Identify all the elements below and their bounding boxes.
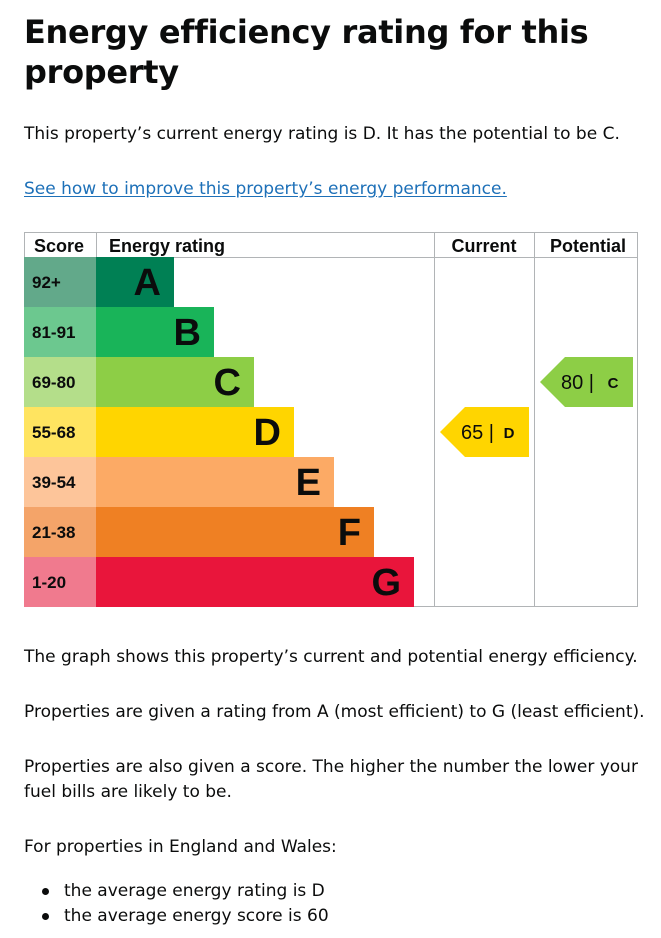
score-cell-a — [24, 257, 96, 307]
score-range-d: 55-68 — [32, 423, 75, 442]
rating-letter-f: F — [338, 512, 361, 554]
current-rating-letter: D — [504, 425, 515, 442]
score-range-c: 69-80 — [32, 373, 75, 392]
energy-rating-chart: Score Energy rating Current Potential 92… — [24, 232, 638, 607]
improve-energy-performance-link[interactable]: See how to improve this property’s energ… — [24, 179, 507, 199]
rating-letter-e: E — [296, 462, 321, 504]
score-range-a: 92+ — [32, 273, 61, 292]
rating-bands: 92+ A 81-91 B 69-80 C 55-68 D 39-54 E 21-38 F 1-20 G — [24, 257, 414, 607]
score-range-g: 1-20 — [32, 573, 66, 592]
potential-rating-marker — [540, 357, 633, 407]
current-rating-marker — [440, 407, 529, 457]
score-range-f: 21-38 — [32, 523, 75, 542]
graph-explanation: The graph shows this property’s current … — [24, 647, 638, 667]
score-header: Score — [34, 236, 84, 256]
potential-score-value: 80 | — [561, 372, 594, 394]
list-item: the average energy score is 60 — [42, 904, 329, 929]
list-item: the average energy rating is D — [42, 879, 329, 904]
rating-bar-b — [96, 307, 214, 357]
rating-bar-c — [96, 357, 254, 407]
rating-letter-a: A — [134, 262, 161, 304]
current-rating-summary: This property’s current energy rating is… — [24, 124, 620, 144]
score-cell-b — [24, 307, 96, 357]
page-title: Energy efficiency rating for this proper… — [24, 13, 589, 91]
score-range-b: 81-91 — [32, 323, 75, 342]
rating-letter-d: D — [254, 412, 281, 454]
rating-letter-g: G — [371, 562, 401, 604]
current-score-value: 65 | — [461, 422, 494, 444]
score-explanation: Properties are also given a score. The h… — [24, 757, 638, 802]
rating-bar-d — [96, 407, 294, 457]
england-wales-intro: For properties in England and Wales: — [24, 837, 337, 857]
score-cell-g — [24, 557, 96, 607]
score-cell-f — [24, 507, 96, 557]
rating-explanation: Properties are given a rating from A (mo… — [24, 702, 645, 722]
current-header: Current — [451, 236, 516, 256]
averages-list: the average energy rating is D the avera… — [24, 879, 329, 929]
potential-rating-letter: C — [608, 375, 619, 392]
rating-bar-a — [96, 257, 174, 307]
score-cell-e — [24, 457, 96, 507]
energy-rating-header: Energy rating — [109, 236, 225, 256]
rating-markers: 65 | D 80 | C — [440, 357, 633, 457]
rating-letter-c: C — [214, 362, 241, 404]
rating-bar-f — [96, 507, 374, 557]
score-range-e: 39-54 — [32, 473, 76, 492]
score-cell-c — [24, 357, 96, 407]
score-cell-d — [24, 407, 96, 457]
rating-letter-b: B — [174, 312, 201, 354]
rating-bar-g — [96, 557, 414, 607]
rating-bar-e — [96, 457, 334, 507]
potential-header: Potential — [550, 236, 626, 256]
